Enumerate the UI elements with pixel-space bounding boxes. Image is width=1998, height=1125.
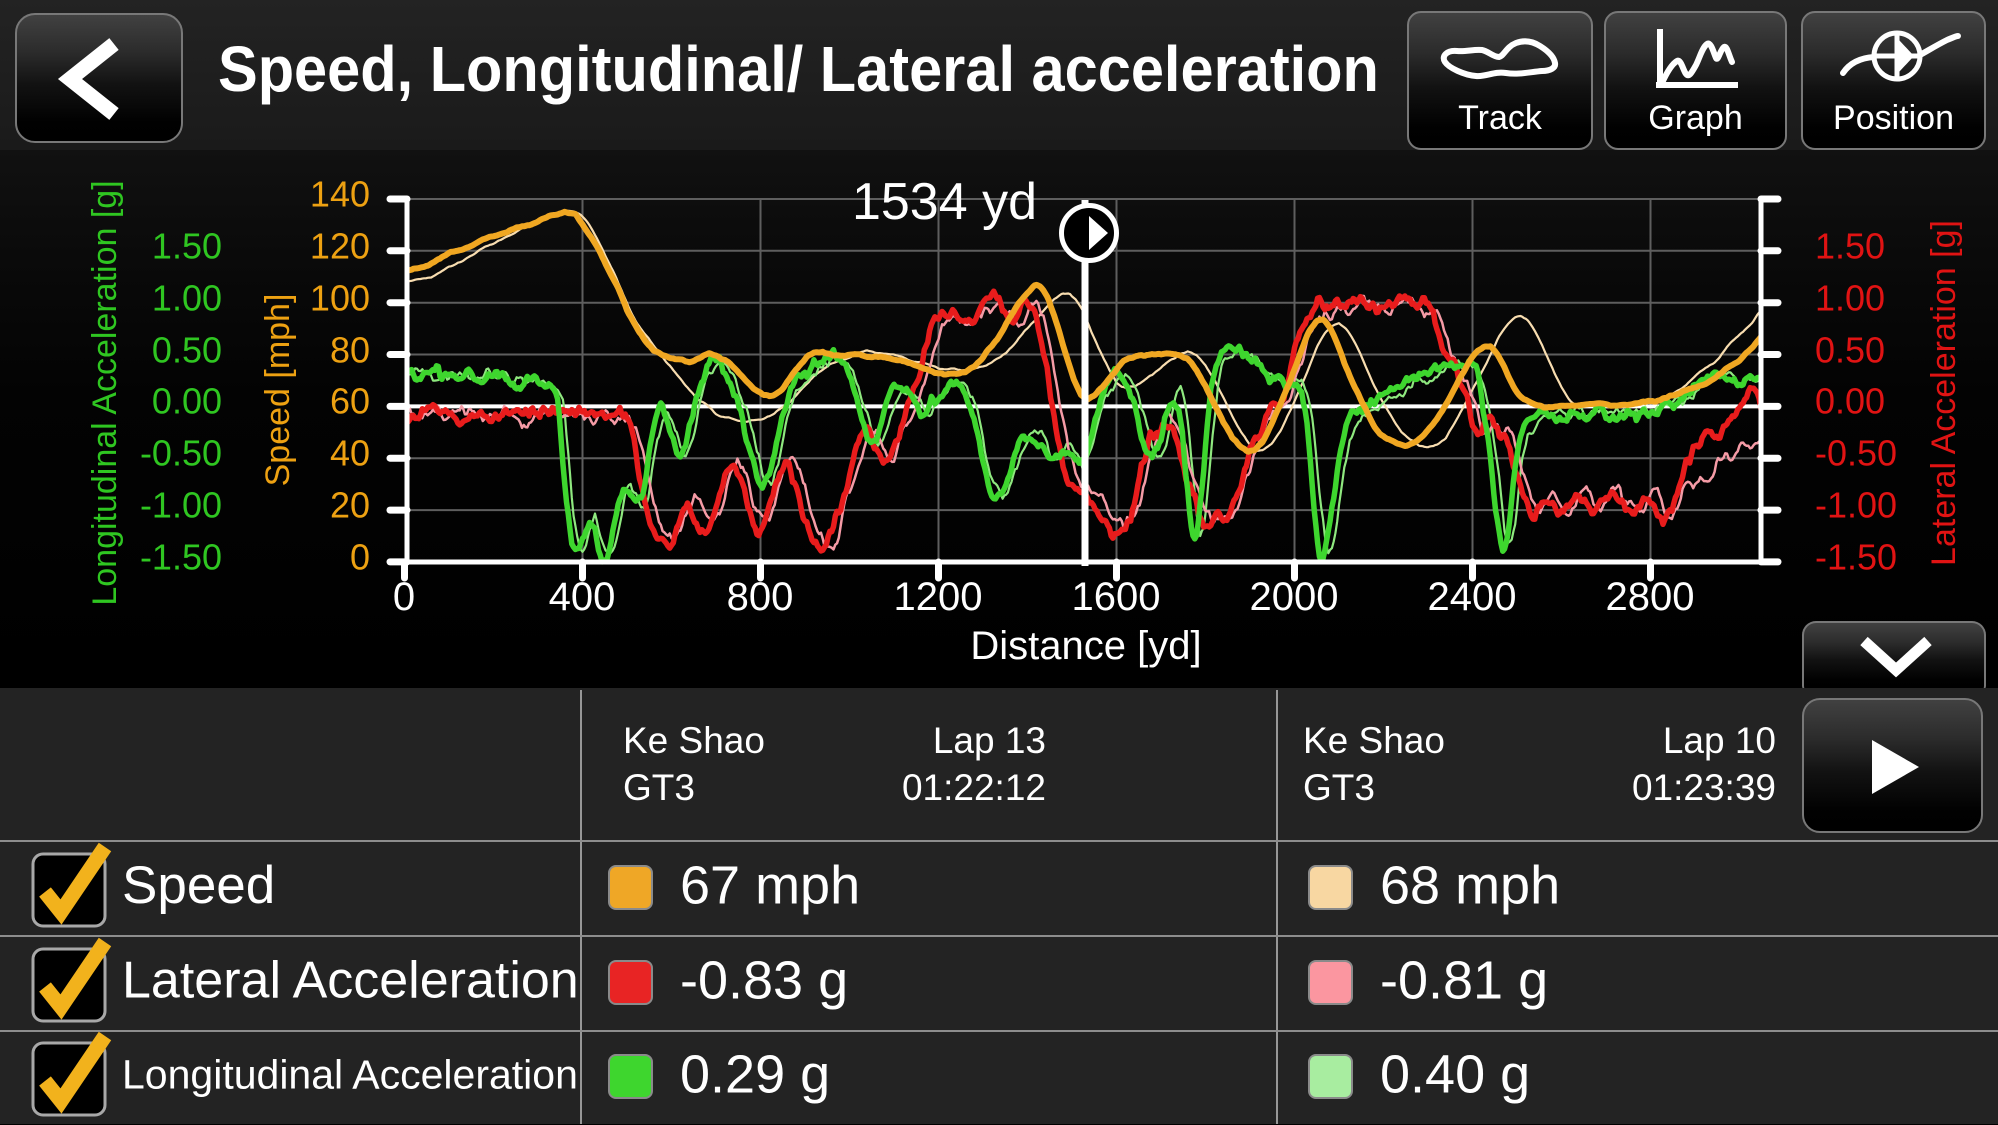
svg-text:-1.50: -1.50 (1815, 537, 1897, 578)
svg-text:400: 400 (549, 575, 616, 619)
svg-text:-1.00: -1.00 (1815, 485, 1897, 526)
svg-text:2800: 2800 (1606, 575, 1695, 619)
svg-text:-1.50: -1.50 (140, 537, 222, 578)
svg-text:80: 80 (330, 330, 370, 371)
svg-text:20: 20 (330, 485, 370, 526)
svg-text:0.50: 0.50 (1815, 330, 1885, 371)
svg-text:1.50: 1.50 (1815, 226, 1885, 267)
svg-text:-0.50: -0.50 (1815, 433, 1897, 474)
svg-text:140: 140 (310, 174, 370, 215)
svg-text:1.50: 1.50 (152, 226, 222, 267)
svg-text:Speed [mph]: Speed [mph] (259, 294, 297, 487)
svg-text:0: 0 (393, 575, 415, 619)
svg-text:0.00: 0.00 (152, 381, 222, 422)
svg-text:1.00: 1.00 (1815, 278, 1885, 319)
svg-text:40: 40 (330, 433, 370, 474)
svg-text:-1.00: -1.00 (140, 485, 222, 526)
svg-text:-0.50: -0.50 (140, 433, 222, 474)
svg-text:2000: 2000 (1250, 575, 1339, 619)
svg-text:100: 100 (310, 278, 370, 319)
svg-text:1200: 1200 (894, 575, 983, 619)
svg-text:0.50: 0.50 (152, 330, 222, 371)
svg-text:0.00: 0.00 (1815, 381, 1885, 422)
svg-text:120: 120 (310, 226, 370, 267)
svg-text:Distance [yd]: Distance [yd] (970, 624, 1201, 668)
svg-text:800: 800 (727, 575, 794, 619)
svg-text:0: 0 (350, 537, 370, 578)
svg-text:1.00: 1.00 (152, 278, 222, 319)
svg-text:1600: 1600 (1072, 575, 1161, 619)
svg-text:Longitudinal Acceleration [g]: Longitudinal Acceleration [g] (86, 180, 124, 605)
svg-text:1534 yd: 1534 yd (852, 173, 1037, 231)
svg-text:2400: 2400 (1428, 575, 1517, 619)
svg-text:60: 60 (330, 381, 370, 422)
svg-text:Lateral Acceleration [g]: Lateral Acceleration [g] (1925, 220, 1963, 566)
